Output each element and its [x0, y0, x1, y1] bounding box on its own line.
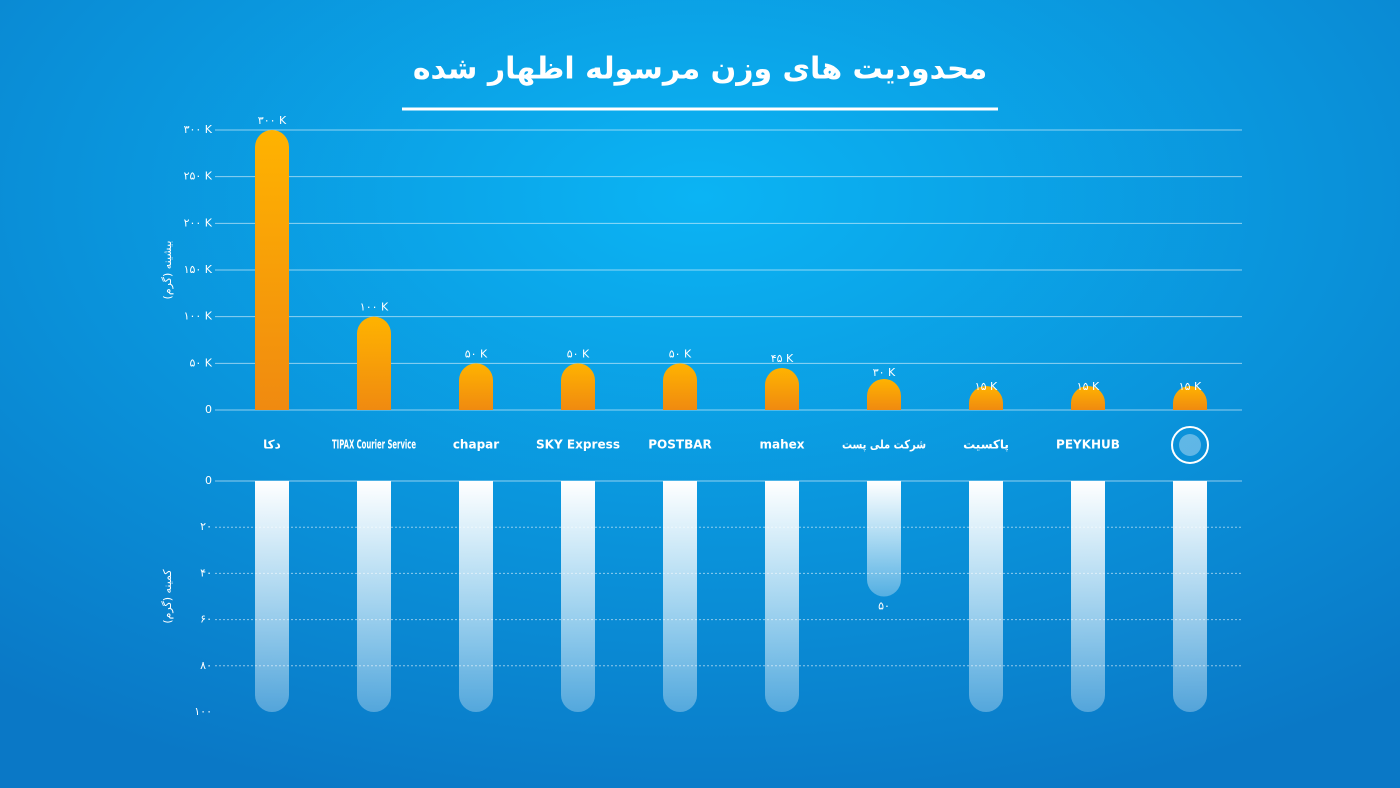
logo [1171, 426, 1209, 464]
y-axis-label: بیشینه (گرم) [161, 241, 174, 300]
bar [255, 481, 289, 712]
value-label: ۳۰ K [873, 366, 896, 379]
bar [459, 481, 493, 712]
bar [561, 481, 595, 712]
bar [867, 481, 901, 597]
y-axis-label: کمینه (گرم) [161, 569, 174, 624]
bar [561, 363, 595, 410]
y-tick-label: ۱۰۰ K [184, 310, 213, 323]
y-tick-label: ۵۰ K [189, 356, 212, 369]
bar [1071, 386, 1105, 410]
y-tick-label: ۱۰۰ [194, 705, 212, 718]
y-tick-label: 0 [205, 403, 212, 416]
y-tick-label: ۲۰۰ K [184, 216, 213, 229]
value-label: ۱۰۰ K [360, 301, 389, 314]
y-tick-label: ۸۰ [200, 659, 212, 672]
bar [357, 316, 391, 410]
bar [459, 363, 493, 410]
logo-label: TIPAX Courier Service [332, 438, 416, 452]
value-label: ۵۰ K [669, 347, 692, 360]
bar [255, 130, 289, 410]
value-label: ۱۵ K [1179, 380, 1202, 393]
value-label: ۱۵ K [1077, 380, 1100, 393]
value-label: ۴۵ K [771, 352, 794, 365]
y-tick-label: ۲۵۰ K [184, 170, 213, 183]
y-tick-label: ۴۰ [200, 566, 212, 579]
logo-label: chapar [453, 438, 499, 452]
logo-label: PEYKHUB [1056, 438, 1120, 452]
y-tick-label: 0 [205, 474, 212, 487]
logo-label: شرکت ملی پست [842, 438, 926, 452]
y-tick-label: ۱۵۰ K [184, 263, 213, 276]
bar [867, 379, 901, 410]
logo-label: mahex [759, 438, 804, 452]
logo [1179, 434, 1201, 456]
bar [765, 481, 799, 712]
bar [765, 368, 799, 410]
value-label: ۵۰ [878, 600, 890, 613]
logo-label: دکا [263, 438, 281, 452]
bar [1173, 481, 1207, 712]
value-label: ۵۰ K [567, 347, 590, 360]
bar [357, 481, 391, 712]
y-tick-label: ۶۰ [200, 613, 212, 626]
logo-label: SKY Express [536, 438, 620, 452]
bar [663, 481, 697, 712]
value-label: ۳۰۰ K [258, 114, 287, 127]
bar [969, 481, 1003, 712]
logo-label: پاکسیت [963, 438, 1009, 452]
bar [663, 363, 697, 410]
bar [969, 386, 1003, 410]
value-label: ۱۵ K [975, 380, 998, 393]
bar [1071, 481, 1105, 712]
y-tick-label: ۳۰۰ K [184, 123, 213, 136]
y-tick-label: ۲۰ [200, 520, 212, 533]
bar [1173, 386, 1207, 410]
chart-title: محدودیت های وزن مرسوله اظهار شده [413, 52, 987, 87]
value-label: ۵۰ K [465, 347, 488, 360]
logo-label: POSTBAR [648, 438, 712, 452]
